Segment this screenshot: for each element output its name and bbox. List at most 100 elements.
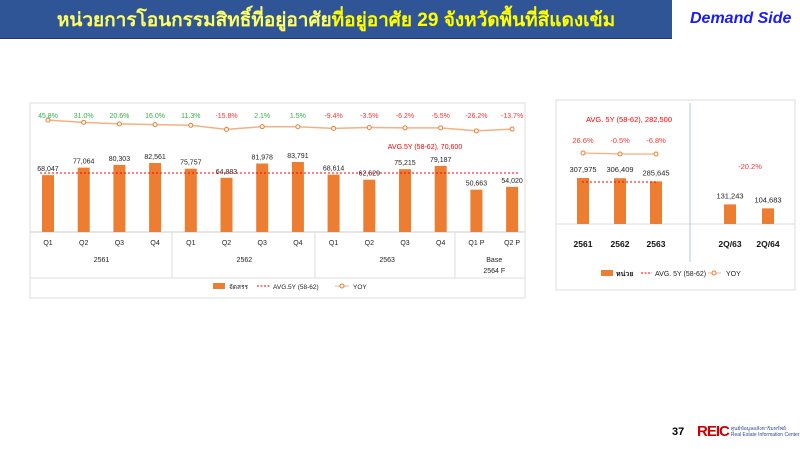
bar — [470, 189, 483, 232]
bar-label: 285,645 — [642, 168, 669, 177]
legend-avg-label: AVG. 5Y (58-62) — [655, 271, 706, 278]
category-label: 2561 — [574, 239, 593, 249]
group-sublabel: 2564 F — [483, 268, 505, 275]
category-label: Q4 — [436, 240, 445, 247]
bar — [327, 174, 340, 232]
category-label: Q4 — [293, 240, 302, 247]
yoy-label: -9.4% — [324, 113, 342, 120]
legend-yoy-marker — [711, 270, 717, 276]
bar — [650, 181, 662, 224]
yoy-label: 11.3% — [181, 113, 200, 120]
yoy-point — [259, 124, 265, 130]
category-label: Q2 — [79, 240, 88, 247]
yoy-point — [81, 119, 87, 125]
bar — [724, 204, 736, 224]
yoy-label: 45.8% — [38, 113, 58, 120]
yoy-label: 1.5% — [290, 113, 306, 120]
legend-yoy-label: YOY — [726, 271, 741, 278]
logo-mark: REIC — [697, 423, 730, 440]
yoy-label: 2.1% — [254, 113, 270, 120]
logo-en: Real Estate Information Center — [730, 431, 800, 438]
category-label: 2Q/63 — [718, 239, 741, 249]
bar — [113, 164, 126, 232]
bar — [762, 208, 774, 224]
yoy-label: -26.2% — [465, 113, 487, 120]
bar — [399, 169, 411, 232]
category-label: Q4 — [150, 240, 159, 247]
bar-label: 62,629 — [359, 171, 381, 178]
yoy-point — [653, 151, 659, 157]
legend-bar-label: จัดสรร — [229, 283, 248, 291]
reic-logo: REIC ศูนย์ข้อมูลอสังหาริมทรัพย์ Real Estat… — [697, 423, 800, 440]
bar-label: 68,047 — [37, 166, 59, 173]
bar-label: 307,975 — [569, 165, 596, 174]
right-chart-frame — [555, 99, 796, 291]
bar-label: 79,187 — [430, 157, 452, 164]
group-label: 2562 — [237, 257, 253, 264]
bar — [220, 177, 233, 232]
bar — [77, 167, 90, 232]
avg-label: AVG.5Y (58-62), 70,600 — [388, 144, 463, 151]
group-label: Base — [486, 257, 502, 264]
bar — [614, 178, 626, 224]
yoy-label: 31.0% — [74, 113, 94, 120]
yoy-point — [402, 125, 408, 131]
yoy-point — [116, 121, 122, 127]
group-label: 2561 — [94, 257, 110, 264]
bar-label: 104,683 — [754, 195, 781, 204]
legend-bar-swatch — [601, 270, 613, 276]
demand-side-label: Demand Side — [690, 10, 792, 27]
category-label: Q3 — [258, 240, 267, 247]
title-part2: ที่อยู่อาศัย 29 จังหวัดพื้นที่สีแดงเข้ม — [331, 10, 616, 31]
bar-label: 64,883 — [216, 169, 238, 176]
category-label: 2563 — [647, 239, 666, 249]
yoy-point — [509, 126, 515, 132]
header-bar — [0, 0, 672, 39]
bar — [256, 163, 269, 232]
bar-label: 77,064 — [73, 159, 95, 166]
category-label: Q1 — [329, 240, 338, 247]
legend-yoy-label: YOY — [353, 284, 367, 291]
bar-label: 83,791 — [287, 153, 309, 160]
bar-label: 75,757 — [180, 160, 202, 167]
bar — [506, 186, 519, 232]
page-number: 37 — [672, 426, 685, 438]
logo-th: ศูนย์ข้อมูลอสังหาริมทรัพย์ — [730, 425, 786, 432]
yoy-point — [331, 125, 337, 131]
bar-label: 50,663 — [466, 181, 488, 188]
category-label: 2Q/64 — [756, 239, 779, 249]
yoy-point — [617, 151, 623, 157]
legend-yoy-marker — [339, 283, 345, 289]
yoy-label: -13.7% — [501, 113, 523, 120]
category-label: Q3 — [115, 240, 124, 247]
bar — [434, 165, 447, 232]
bar — [363, 179, 376, 232]
bar — [291, 162, 304, 232]
yoy-line — [47, 119, 513, 132]
category-label: Q2 — [222, 240, 231, 247]
yoy-2q-label: -20.2% — [738, 162, 762, 171]
bar-label: 68,614 — [323, 166, 345, 173]
yoy-label: -6.2% — [396, 113, 414, 120]
yoy-label: 26.6% — [572, 136, 594, 145]
legend-avg-label: AVG.5Y (58-62) — [273, 284, 319, 291]
legend-bar-label: หน่วย — [616, 270, 633, 278]
legend-bar-swatch — [213, 283, 225, 289]
yoy-label: -15.8% — [215, 113, 237, 120]
bar-label: 54,020 — [501, 178, 523, 185]
bar — [184, 168, 197, 232]
bar-label: 131,243 — [716, 191, 743, 200]
bar-label: 306,409 — [606, 165, 633, 174]
bar-label: 81,978 — [251, 155, 273, 162]
bar — [42, 175, 54, 232]
bar-label: 82,561 — [144, 154, 166, 161]
avg-label: AVG. 5Y (58-62), 282,500 — [586, 115, 672, 124]
yoy-point — [366, 125, 372, 131]
bar-label: 80,303 — [109, 156, 131, 163]
bar — [149, 163, 162, 232]
yoy-label: -6.8% — [646, 136, 666, 145]
left-chart-frame — [29, 102, 526, 299]
yoy-point — [224, 126, 229, 132]
category-label: 2562 — [611, 239, 630, 249]
